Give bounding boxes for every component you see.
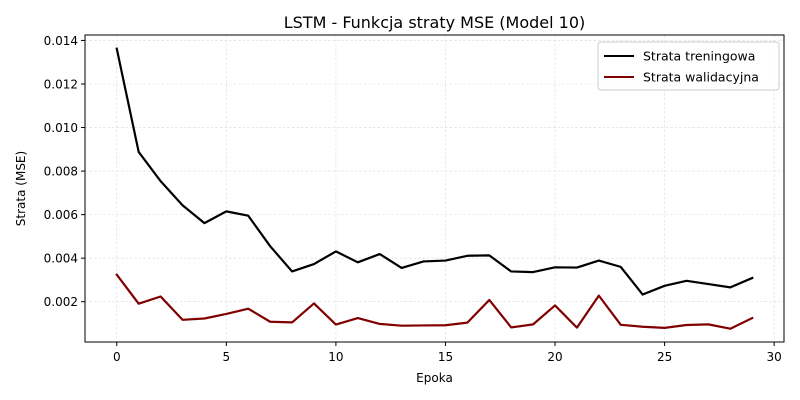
legend-box <box>597 41 780 91</box>
y-tick-label: 0.006 <box>44 208 78 222</box>
y-tick-label: 0.002 <box>44 295 78 309</box>
x-axis-title: Epoka <box>416 371 453 385</box>
x-tick-label: 10 <box>328 350 343 364</box>
plot-frame <box>84 34 785 343</box>
x-axis-ticks: 0 5 10 15 20 25 30 <box>113 342 782 364</box>
legend: Strata treningowa Strata walidacyjna <box>597 41 780 91</box>
series-line-validation <box>115 273 754 330</box>
y-tick-label: 0.008 <box>44 165 78 179</box>
legend-label-validation: Strata walidacyjna <box>643 70 759 85</box>
y-axis-title: Strata (MSE) <box>14 151 28 226</box>
y-tick-label: 0.004 <box>44 252 78 266</box>
y-tick-label: 0.010 <box>44 121 78 135</box>
y-tick-label: 0.012 <box>44 77 78 91</box>
y-axis-ticks: 0.002 0.004 0.006 0.008 0.010 0.012 0.014 <box>44 34 85 309</box>
chart-title: LSTM - Funkcja straty MSE (Model 10) <box>284 13 586 32</box>
legend-label-training: Strata treningowa <box>643 49 755 64</box>
x-tick-label: 0 <box>113 350 121 364</box>
x-tick-label: 20 <box>547 350 562 364</box>
x-tick-label: 25 <box>657 350 672 364</box>
series-line-training <box>115 47 754 296</box>
x-tick-label: 5 <box>223 350 231 364</box>
x-tick-label: 15 <box>438 350 453 364</box>
x-tick-label: 30 <box>766 350 781 364</box>
y-tick-label: 0.014 <box>44 34 78 48</box>
series-lines <box>115 47 754 330</box>
